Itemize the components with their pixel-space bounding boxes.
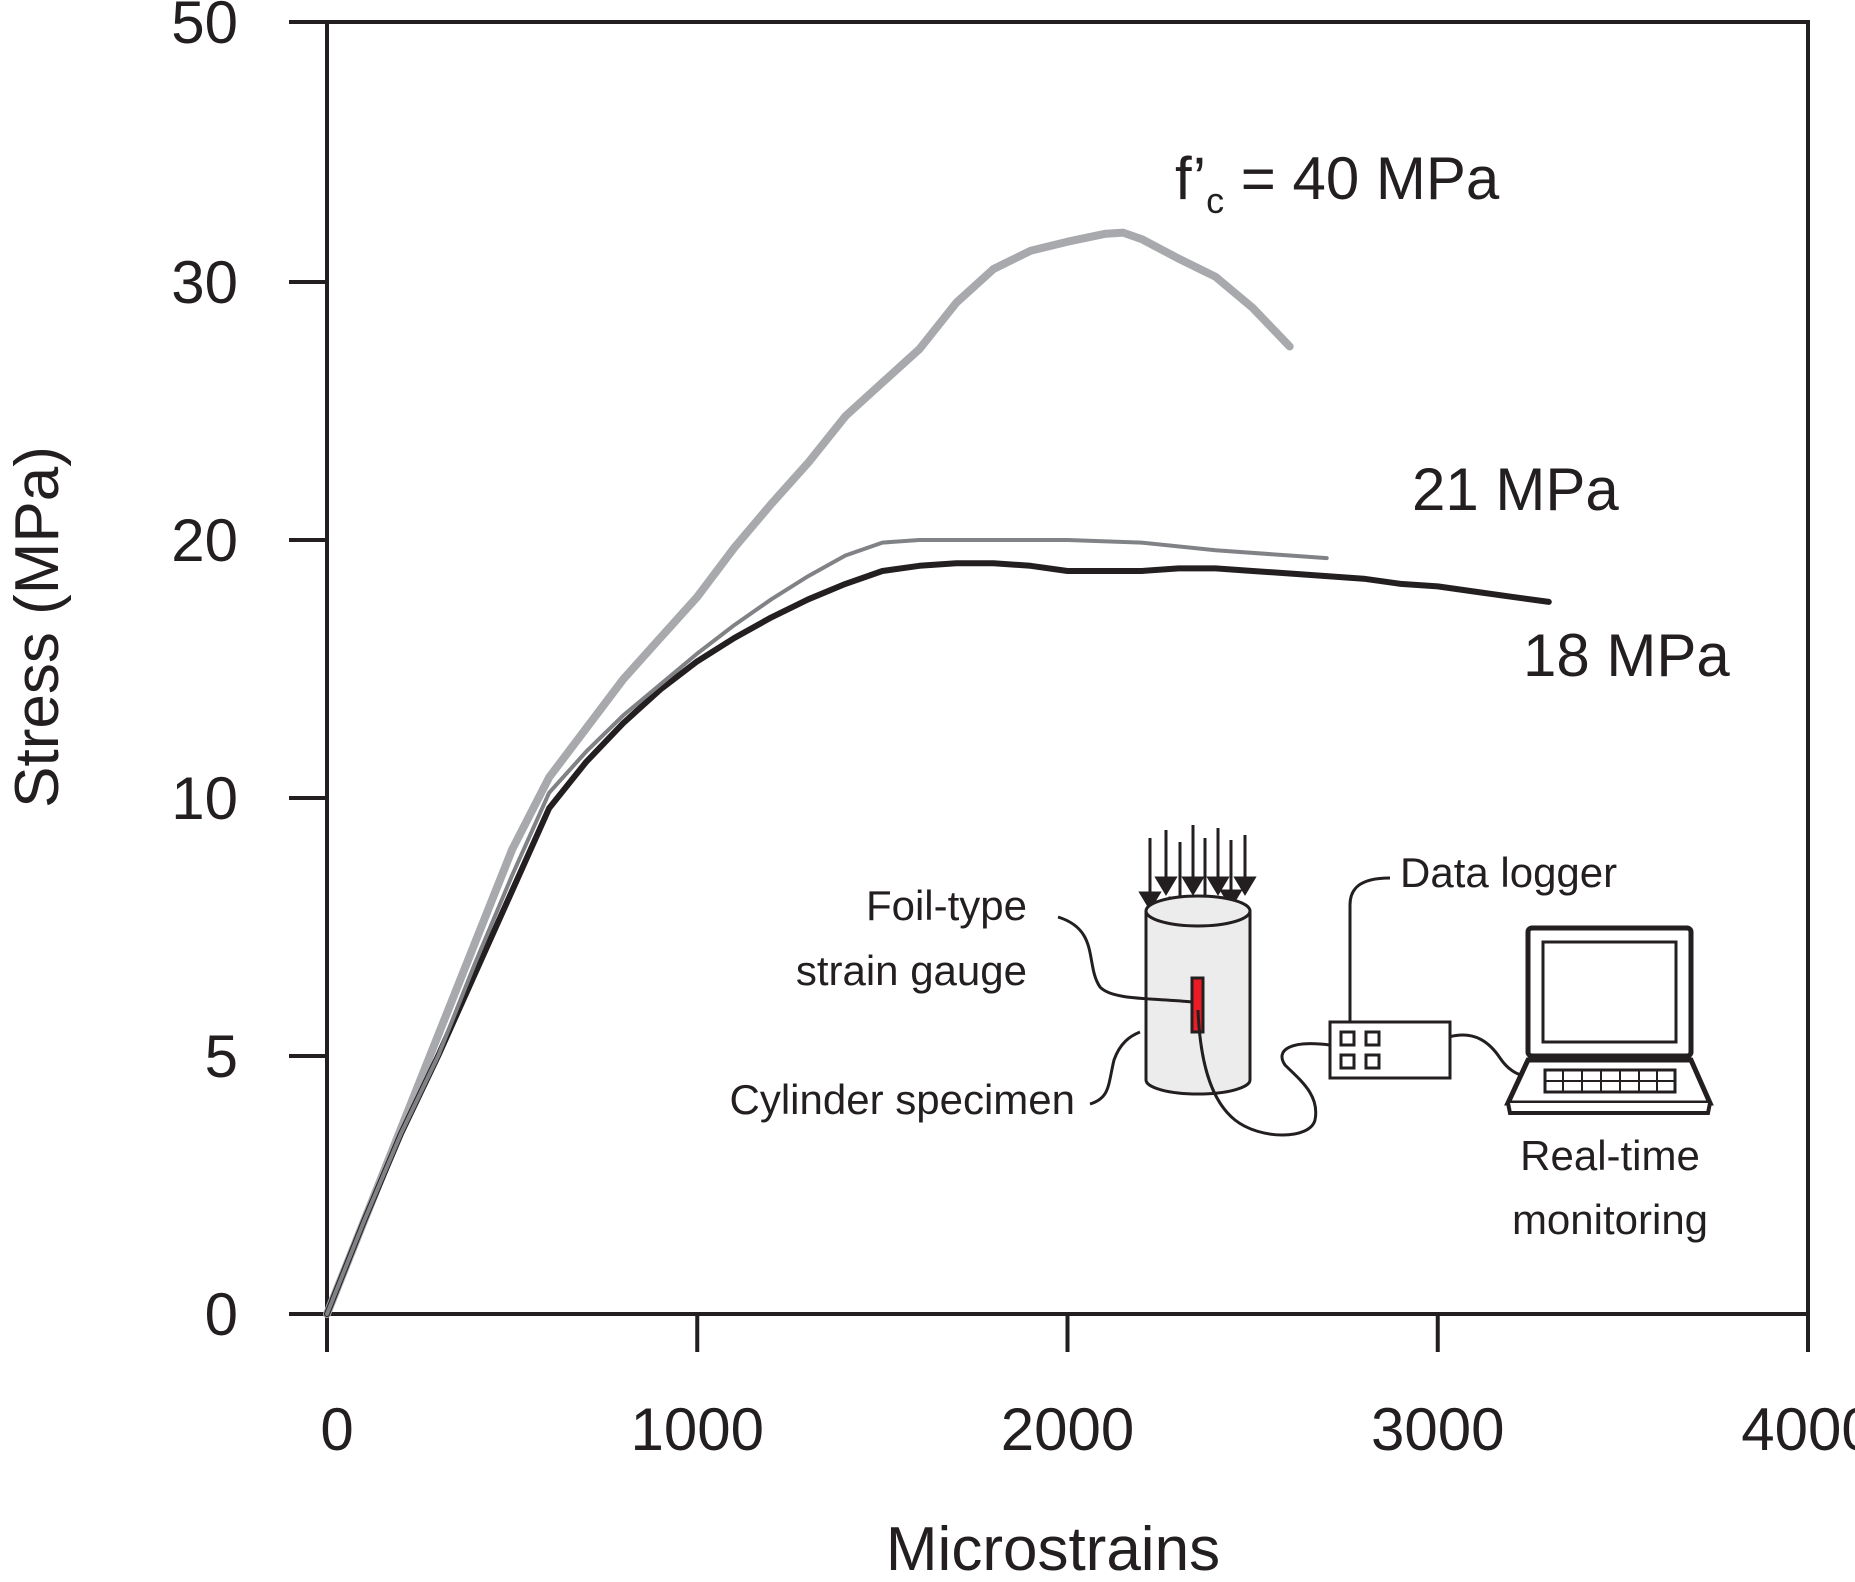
series-label-40mpa-rest: = 40 MPa [1224,145,1500,212]
data-logger-icon [1328,1020,1452,1080]
y-tick-label: 50 [171,0,238,56]
series-label-40mpa-prime: ’ [1193,145,1206,212]
series-label-40mpa: f’c = 40 MPa [1175,145,1500,221]
strain-gauge-icon [1190,976,1205,1034]
cylinder-specimen-label: Cylinder specimen [730,1076,1075,1123]
y-tick-label: 10 [171,765,238,832]
x-tick-label: 4000 [1741,1396,1855,1463]
data-logger-label: Data logger [1400,849,1617,896]
y-tick-label: 0 [205,1281,238,1348]
x-axis-ticks: 0 1000 2000 3000 4000 [320,1314,1855,1463]
series-label-40mpa-sub: c [1206,180,1224,221]
test-setup-inset: Foil-type strain gauge Cylinder specimen… [730,825,1714,1243]
y-tick-label: 30 [171,249,238,316]
foil-type-label: Foil-type [866,882,1027,929]
leader-lines [1057,876,1524,1137]
x-tick-label: 1000 [631,1396,764,1463]
laptop-icon [1504,925,1714,1115]
x-tick-label: 0 [320,1396,353,1463]
y-axis-ticks: 0 5 10 20 30 50 [171,0,327,1348]
y-tick-label: 5 [205,1023,238,1090]
x-axis-title: Microstrains [886,1515,1220,1582]
series-label-18mpa: 18 MPa [1523,622,1730,689]
series-line-40mpa [323,228,1294,1318]
real-time-label: Real-time [1520,1132,1700,1179]
series-label-40mpa-f: f [1175,145,1193,212]
monitoring-label: monitoring [1512,1196,1708,1243]
x-tick-label: 2000 [1001,1396,1134,1463]
series-label-21mpa: 21 MPa [1412,456,1619,523]
y-tick-label: 20 [171,507,238,574]
series-line-21mpa [325,538,1329,1316]
x-tick-label: 3000 [1371,1396,1504,1463]
series-layer [323,228,1552,1318]
strain-gauge-label: strain gauge [796,947,1027,994]
series-line-18mpa [324,560,1552,1317]
y-axis-title: Stress (MPa) [3,446,72,808]
